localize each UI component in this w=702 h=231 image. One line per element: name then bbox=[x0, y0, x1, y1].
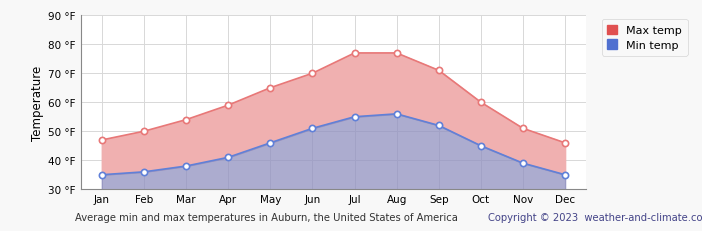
Legend: Max temp, Min temp: Max temp, Min temp bbox=[602, 20, 687, 56]
Text: Average min and max temperatures in Auburn, the United States of America: Average min and max temperatures in Aubu… bbox=[75, 212, 458, 222]
Y-axis label: Temperature: Temperature bbox=[31, 65, 44, 140]
Text: Copyright © 2023  weather-and-climate.com: Copyright © 2023 weather-and-climate.com bbox=[488, 212, 702, 222]
